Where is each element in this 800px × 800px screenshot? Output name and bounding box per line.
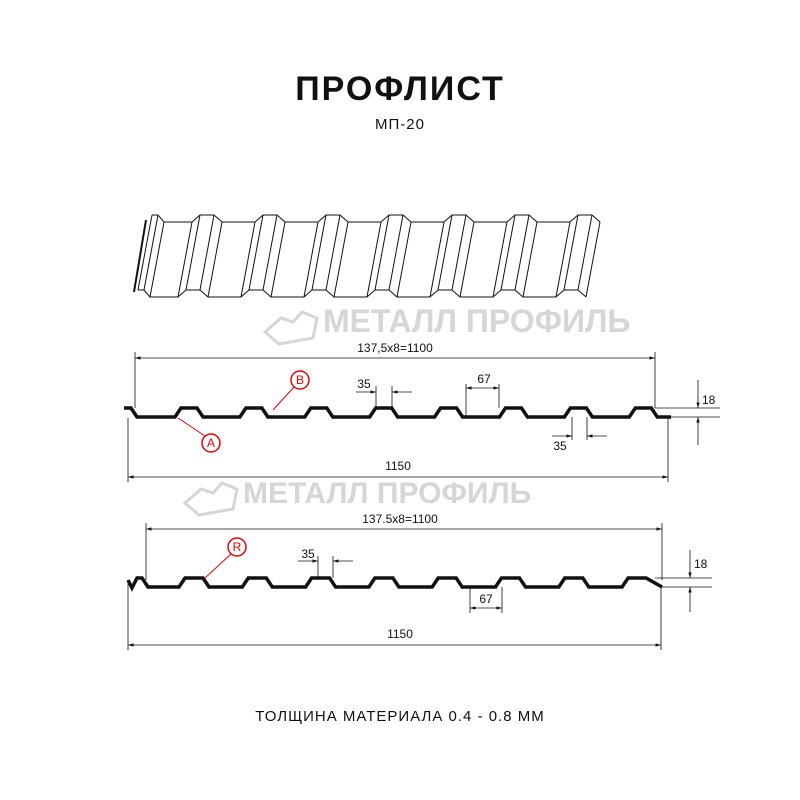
height-dimension: 18 xyxy=(702,393,716,407)
profile-2: 137.5x8=1100 1150 35 67 18 R xyxy=(126,512,712,650)
sheet-rib-line xyxy=(577,214,593,291)
sheet-rib-line xyxy=(270,221,286,298)
rib-width-dimension: 67 xyxy=(477,372,491,386)
sheet-rib-line xyxy=(143,214,159,291)
width-dimension: 1150 xyxy=(387,627,413,641)
top-rib-dimension: 35 xyxy=(357,377,371,391)
sheet-rib-line xyxy=(366,221,382,298)
sheet-rib-line xyxy=(429,221,445,298)
page-title: ПРОФЛИСТ xyxy=(295,70,505,108)
profile-2-section xyxy=(126,576,663,592)
sheet-rib-line xyxy=(374,214,390,291)
sheet-bottom-edge xyxy=(138,289,587,298)
sheet-rib-line xyxy=(311,214,327,291)
sheet-rib-line xyxy=(303,221,319,298)
sheet-rib-line xyxy=(248,214,264,291)
height-dimension: 18 xyxy=(694,557,708,571)
sheet-rib-line xyxy=(325,214,341,291)
sheet-rib-line xyxy=(585,221,601,298)
top-rib-dimension: 35 xyxy=(301,547,315,561)
sheet-3d-view xyxy=(133,214,601,298)
svg-text:МЕТАЛЛ ПРОФИЛЬ: МЕТАЛЛ ПРОФИЛЬ xyxy=(323,303,630,339)
sheet-rib-line xyxy=(459,221,475,298)
sheet-rib-line xyxy=(199,214,215,291)
svg-text:A: A xyxy=(207,436,215,450)
material-thickness-note: ТОЛЩИНА МАТЕРИАЛА 0.4 - 0.8 ММ xyxy=(255,708,545,725)
sheet-rib-line xyxy=(262,214,278,291)
callout-a: A xyxy=(177,417,221,453)
bottom-rib-dimension: 35 xyxy=(553,439,567,453)
rib-width-dimension: 67 xyxy=(479,592,493,606)
pitch-dimension: 137,5x8=1100 xyxy=(357,341,433,355)
model-subtitle: МП-20 xyxy=(375,116,425,133)
sheet-rib-line xyxy=(177,221,193,298)
sheet-rib-line xyxy=(492,221,508,298)
watermark-2: МЕТАЛЛ ПРОФИЛЬ xyxy=(182,477,531,517)
sheet-rib-line xyxy=(388,214,404,291)
sheet-top-edge xyxy=(152,214,601,223)
profile-1: 137,5x8=1100 1150 35 67 35 18 B A xyxy=(124,341,720,482)
sheet-rib-line xyxy=(514,214,530,291)
sheet-rib-line xyxy=(333,221,349,298)
pitch-dimension: 137.5x8=1100 xyxy=(362,512,438,526)
sheet-rib-line xyxy=(555,221,571,298)
sheet-rib-line xyxy=(207,221,223,298)
profile-1-section xyxy=(124,406,671,419)
svg-text:R: R xyxy=(233,540,242,554)
sheet-rib-line xyxy=(437,214,453,291)
sheet-rib-line xyxy=(137,214,153,291)
callout-r: R xyxy=(204,537,247,579)
sheet-rib-line xyxy=(522,221,538,298)
width-dimension: 1150 xyxy=(385,459,411,473)
sheet-rib-line xyxy=(563,214,579,291)
svg-text:МЕТАЛЛ ПРОФИЛЬ: МЕТАЛЛ ПРОФИЛЬ xyxy=(243,477,531,510)
sheet-rib-line xyxy=(396,221,412,298)
sheet-rib-line xyxy=(451,214,467,291)
watermark-1: МЕТАЛЛ ПРОФИЛЬ xyxy=(262,303,630,346)
sheet-side-edge xyxy=(133,219,147,293)
callout-b: B xyxy=(272,370,310,411)
sheet-rib-line xyxy=(185,214,201,291)
sheet-rib-line xyxy=(149,221,165,298)
sheet-rib-line xyxy=(240,221,256,298)
svg-text:B: B xyxy=(296,373,304,387)
sheet-rib-line xyxy=(500,214,516,291)
